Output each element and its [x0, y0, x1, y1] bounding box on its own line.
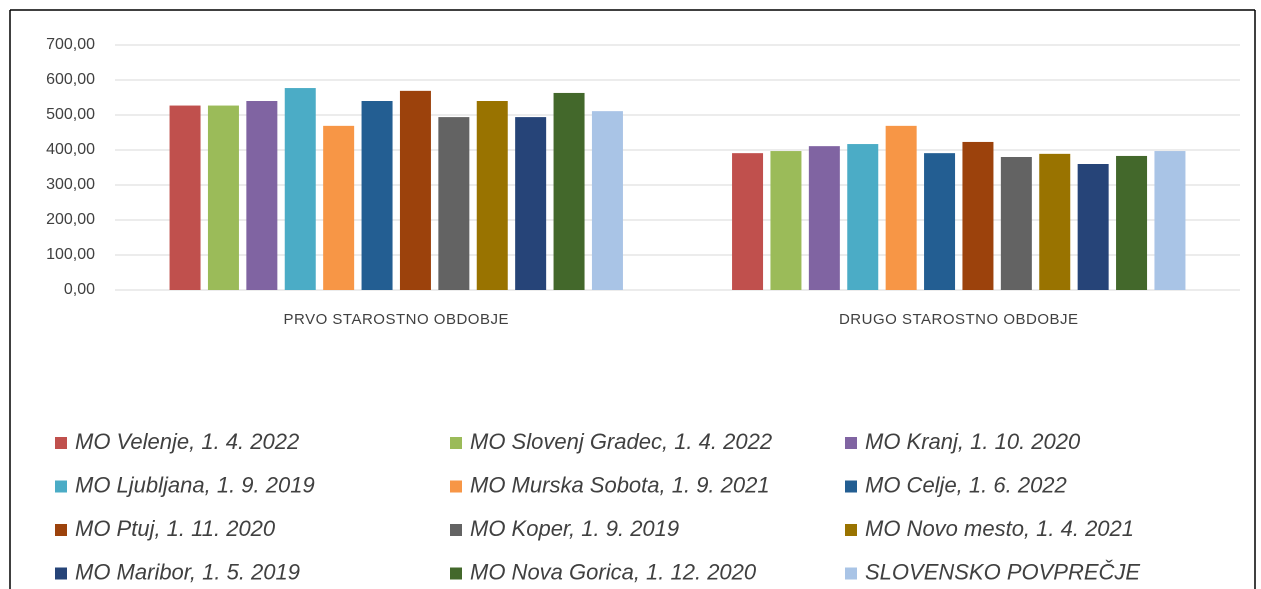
- legend-marker: [450, 437, 462, 449]
- legend-label: MO Koper, 1. 9. 2019: [470, 516, 679, 541]
- bar: [732, 153, 764, 290]
- legend-marker: [450, 524, 462, 536]
- legend-label: MO Maribor, 1. 5. 2019: [75, 559, 300, 584]
- legend-label: MO Kranj, 1. 10. 2020: [865, 429, 1081, 454]
- x-tick-label: PRVO STAROSTNO OBDOBJE: [284, 311, 509, 328]
- legend-label: MO Celje, 1. 6. 2022: [865, 472, 1067, 497]
- bar: [476, 101, 508, 290]
- legend-marker: [450, 480, 462, 493]
- legend-label: MO Ptuj, 1. 11. 2020: [75, 516, 276, 541]
- bar: [1039, 153, 1071, 290]
- legend-marker: [55, 567, 67, 580]
- bar: [323, 125, 355, 290]
- bar: [1000, 157, 1032, 290]
- y-tick-label: 300,00: [46, 176, 95, 193]
- bar: [361, 101, 393, 290]
- y-tick-label: 100,00: [46, 246, 95, 263]
- bar: [770, 151, 802, 290]
- bar: [1077, 164, 1109, 290]
- bar: [591, 111, 623, 291]
- bar: [1154, 151, 1186, 290]
- legend-marker: [845, 567, 857, 580]
- bar: [207, 105, 239, 290]
- bar: [962, 141, 994, 290]
- legend-label: SLOVENSKO POVPREČJE: [865, 559, 1140, 584]
- bar: [924, 153, 956, 290]
- y-tick-label: 0,00: [64, 281, 95, 298]
- legend-label: MO Slovenj Gradec, 1. 4. 2022: [470, 429, 772, 454]
- legend-label: MO Ljubljana, 1. 9. 2019: [75, 472, 315, 497]
- legend-label: MO Nova Gorica, 1. 12. 2020: [470, 559, 757, 584]
- legend-marker: [450, 567, 462, 580]
- bar: [847, 144, 879, 290]
- legend-marker: [845, 524, 857, 536]
- bar: [169, 105, 201, 290]
- bar: [1116, 155, 1148, 290]
- bar: [885, 125, 917, 290]
- y-tick-label: 600,00: [46, 71, 95, 88]
- legend-marker: [55, 524, 67, 536]
- y-tick-label: 200,00: [46, 211, 95, 228]
- bar: [553, 92, 585, 290]
- legend-label: MO Velenje, 1. 4. 2022: [75, 429, 299, 454]
- y-tick-label: 500,00: [46, 106, 95, 123]
- bar: [284, 88, 316, 290]
- legend-label: MO Novo mesto, 1. 4. 2021: [865, 516, 1134, 541]
- bar: [438, 117, 470, 290]
- legend-marker: [845, 480, 857, 493]
- legend-marker: [845, 437, 857, 449]
- legend-marker: [55, 437, 67, 449]
- bar: [515, 117, 547, 290]
- y-tick-label: 700,00: [46, 36, 95, 53]
- x-tick-label: DRUGO STAROSTNO OBDOBJE: [839, 311, 1079, 328]
- bar: [808, 146, 840, 290]
- legend-marker: [55, 480, 67, 493]
- bar: [246, 101, 278, 290]
- y-tick-label: 400,00: [46, 141, 95, 158]
- legend-label: MO Murska Sobota, 1. 9. 2021: [470, 472, 770, 497]
- bar: [399, 90, 431, 290]
